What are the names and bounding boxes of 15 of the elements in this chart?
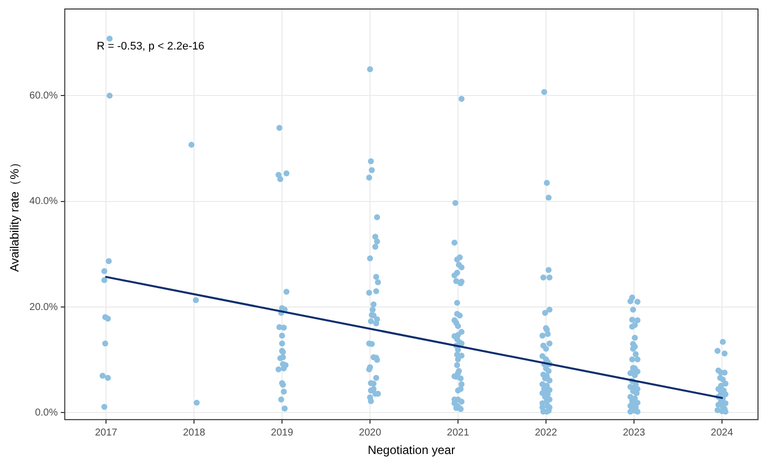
x-tick-label: 2017	[94, 427, 118, 438]
x-tick-label: 2021	[446, 427, 470, 438]
x-tick-label: 2018	[182, 427, 206, 438]
y-tick-label: 20.0%	[29, 302, 58, 313]
x-tick-label: 2022	[534, 427, 558, 438]
x-tick-label: 2024	[710, 427, 734, 438]
y-tick-label: 40.0%	[29, 196, 58, 208]
x-tick-label: 2019	[270, 427, 294, 438]
annotation: R = -0.53, p < 2.2e-16	[96, 40, 204, 53]
y-tick-label: 60.0%	[29, 90, 58, 102]
x-axis-title: Negotiation year	[368, 443, 456, 458]
y-tick-label: 0.0%	[34, 407, 58, 418]
x-tick-label: 2023	[622, 427, 646, 438]
y-axis-title: Availability rate（%）	[8, 156, 22, 272]
x-tick-label: 2020	[358, 427, 382, 438]
